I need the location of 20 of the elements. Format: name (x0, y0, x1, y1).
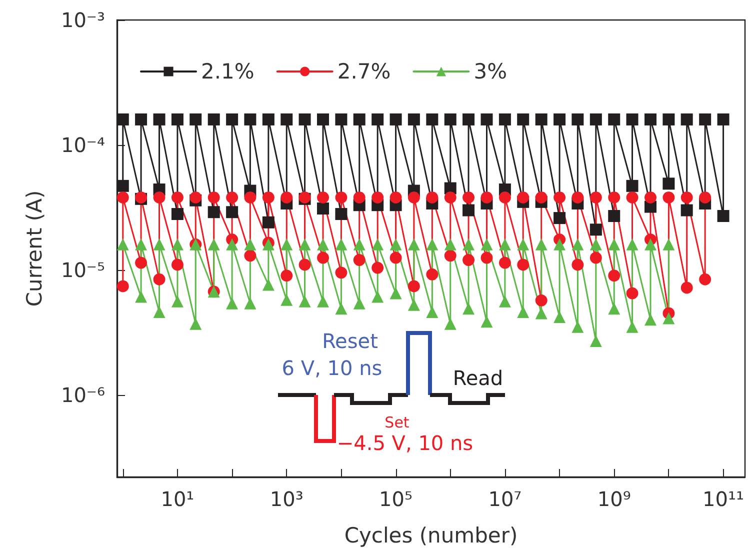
x-axis-title: Cycles (number) (344, 524, 518, 548)
annotation: Reset (322, 329, 378, 353)
y-tick-label: 10⁻⁶ (60, 382, 105, 407)
y-tick-label: 10⁻³ (60, 8, 105, 32)
x-tick-label: 10³ (270, 487, 304, 511)
annotation: −4.5 V, 10 ns (336, 431, 474, 455)
y-tick-label: 10⁻⁴ (60, 132, 105, 157)
x-tick-label: 10⁵ (379, 487, 413, 511)
x-tick-label: 10⁷ (488, 487, 522, 511)
x-tick-label: 10⁹ (597, 487, 631, 511)
annotation: 6 V, 10 ns (282, 356, 382, 380)
y-axis-title: Current (A) (22, 190, 46, 307)
y-tick-label: 10⁻⁵ (60, 258, 105, 282)
legend-label: 2.1% (201, 60, 254, 84)
x-tick-label: 10¹ (160, 487, 194, 511)
annotation: Read (452, 366, 504, 390)
annotation: Set (384, 414, 410, 432)
legend-label: 3% (474, 60, 508, 84)
x-tick-label: 10¹¹ (702, 487, 744, 511)
legend-label: 2.7% (337, 60, 391, 84)
